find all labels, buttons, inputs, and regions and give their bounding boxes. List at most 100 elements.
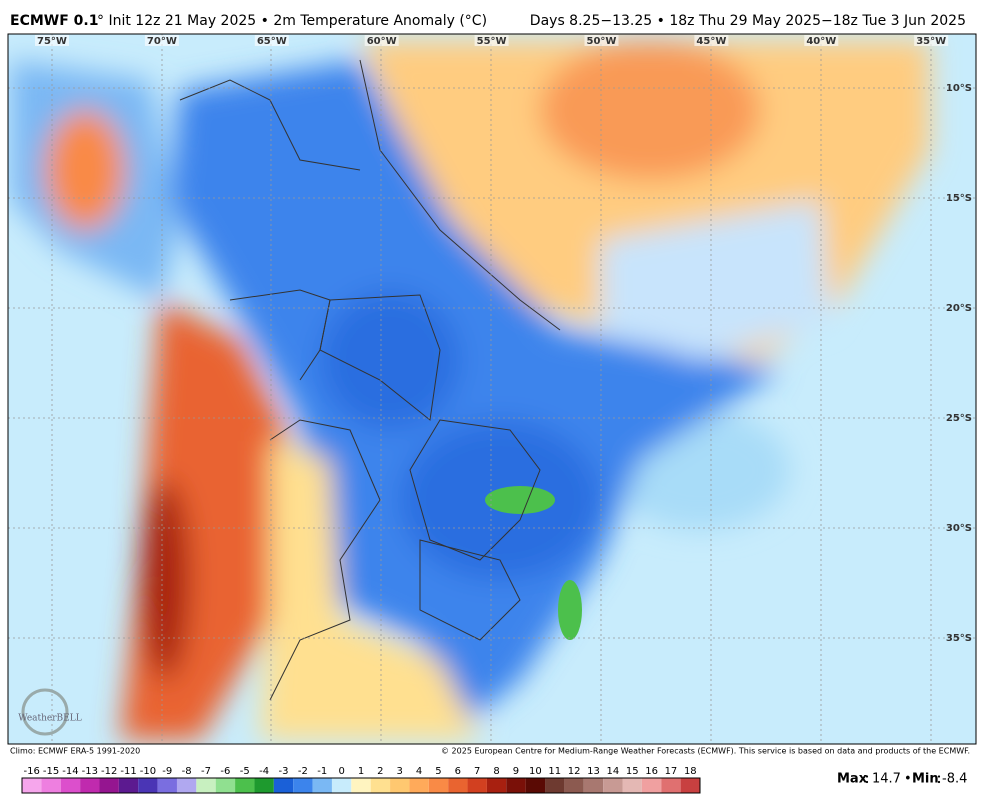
colorbar-label: -6 bbox=[220, 766, 230, 777]
colorbar-label: -12 bbox=[101, 766, 117, 777]
lat-label: 10°S bbox=[946, 83, 972, 94]
colorbar-label: -5 bbox=[240, 766, 250, 777]
color-swatch bbox=[428, 778, 449, 793]
separator: • bbox=[904, 772, 912, 787]
color-swatch bbox=[506, 778, 526, 793]
color-swatch bbox=[409, 778, 429, 793]
label-bg bbox=[804, 35, 839, 46]
color-swatch bbox=[80, 778, 100, 793]
max-value: 14.7 bbox=[872, 772, 901, 787]
min-label: Min bbox=[912, 772, 939, 787]
colorbar-label: -2 bbox=[298, 766, 308, 777]
label-bg bbox=[364, 35, 399, 46]
colorbar-label: 8 bbox=[493, 766, 499, 777]
lon-label: 75°W bbox=[37, 36, 67, 47]
title-rest: ° Init 12z 21 May 2025 • 2m Temperature … bbox=[97, 13, 487, 29]
colorbar-label: 10 bbox=[529, 766, 542, 777]
colon-dot bbox=[865, 780, 869, 784]
color-swatch bbox=[99, 778, 119, 793]
color-swatch bbox=[622, 778, 642, 793]
label-bg bbox=[584, 35, 619, 46]
colon-dot bbox=[937, 775, 941, 778]
colorbar-label: 9 bbox=[513, 766, 519, 777]
color-swatch bbox=[196, 778, 216, 793]
colorbar-label: 4 bbox=[416, 766, 422, 777]
color-swatch bbox=[331, 778, 352, 793]
label-bg bbox=[254, 35, 289, 46]
lon-label: 65°W bbox=[257, 36, 287, 47]
colorbar-label: 12 bbox=[568, 766, 581, 777]
map-frame bbox=[7, 33, 977, 745]
lat-label: 30°S bbox=[946, 523, 972, 534]
color-swatch bbox=[215, 778, 236, 793]
copyright: © 2025 European Centre for Medium-Range … bbox=[441, 747, 970, 756]
color-swatch bbox=[661, 778, 681, 793]
label-bg bbox=[474, 35, 509, 46]
borders bbox=[179, 59, 561, 701]
logo-icon bbox=[21, 688, 69, 736]
lon-label: 70°W bbox=[147, 36, 177, 47]
colorbar-label: 3 bbox=[397, 766, 403, 777]
title: ECMWF 0.1 bbox=[10, 13, 98, 29]
colorbar-label: -7 bbox=[201, 766, 211, 777]
color-swatch bbox=[370, 778, 391, 793]
color-swatch bbox=[41, 778, 61, 793]
color-swatch bbox=[22, 778, 42, 793]
colorbar-label: 5 bbox=[435, 766, 441, 777]
colorbar-label: 13 bbox=[587, 766, 600, 777]
colorbar-label: 16 bbox=[645, 766, 658, 777]
anomaly-patch bbox=[485, 486, 555, 514]
climo-note: Climo: ECMWF ERA-5 1991-2020 bbox=[10, 747, 140, 756]
colorbar-label: 7 bbox=[474, 766, 480, 777]
color-swatch bbox=[564, 778, 584, 793]
color-swatch bbox=[312, 778, 332, 793]
color-swatch bbox=[545, 778, 565, 793]
colorbar-frame bbox=[21, 777, 701, 794]
anomaly-field bbox=[10, 40, 930, 740]
color-swatch bbox=[118, 778, 139, 793]
color-swatch bbox=[680, 778, 700, 793]
color-swatch bbox=[293, 778, 313, 793]
color-swatch bbox=[60, 778, 81, 793]
colorbar-label: 2 bbox=[377, 766, 383, 777]
lon-label: 35°W bbox=[916, 36, 946, 47]
colorbar-label: -4 bbox=[259, 766, 269, 777]
colorbar-label: 15 bbox=[626, 766, 639, 777]
color-swatch bbox=[603, 778, 623, 793]
lat-label: 35°S bbox=[946, 633, 972, 644]
anomaly-patch bbox=[558, 580, 582, 640]
colorbar-label: -1 bbox=[317, 766, 327, 777]
colorbar-label: 18 bbox=[684, 766, 697, 777]
max-label: Max bbox=[837, 772, 868, 787]
color-swatch bbox=[641, 778, 662, 793]
colorbar-label: -10 bbox=[140, 766, 156, 777]
min-value: -8.4 bbox=[942, 772, 967, 787]
color-swatch bbox=[157, 778, 177, 793]
label-bg bbox=[144, 35, 179, 46]
color-swatch bbox=[525, 778, 546, 793]
map-area: 75°W 70°W 65°W 60°W 55°W 50°W 45°W 40°W 35°W 10°… bbox=[7, 33, 977, 745]
lon-label: 40°W bbox=[806, 36, 836, 47]
label-bg bbox=[914, 35, 949, 46]
lon-label: 45°W bbox=[696, 36, 726, 47]
colorbar-label: 14 bbox=[606, 766, 619, 777]
color-swatch bbox=[138, 778, 158, 793]
colorbar-label: 1 bbox=[358, 766, 364, 777]
color-swatch bbox=[448, 778, 468, 793]
color-swatch bbox=[467, 778, 487, 793]
period: Days 8.25−13.25 • 18z Thu 29 May 2025−18… bbox=[530, 13, 966, 29]
colorbar-label: 0 bbox=[338, 766, 344, 777]
graticule bbox=[8, 34, 976, 744]
colorbar-label: -8 bbox=[182, 766, 192, 777]
color-swatch bbox=[176, 778, 197, 793]
lat-label: 20°S bbox=[946, 303, 972, 314]
stats: Max 14.7 • Min -8.4 bbox=[837, 772, 967, 787]
colorbar-label: -11 bbox=[120, 766, 136, 777]
label-bg bbox=[35, 35, 69, 46]
lon-label: 60°W bbox=[367, 36, 397, 47]
color-swatch bbox=[254, 778, 274, 793]
colorbar-label: -16 bbox=[24, 766, 40, 777]
colorbar-label: -3 bbox=[279, 766, 289, 777]
